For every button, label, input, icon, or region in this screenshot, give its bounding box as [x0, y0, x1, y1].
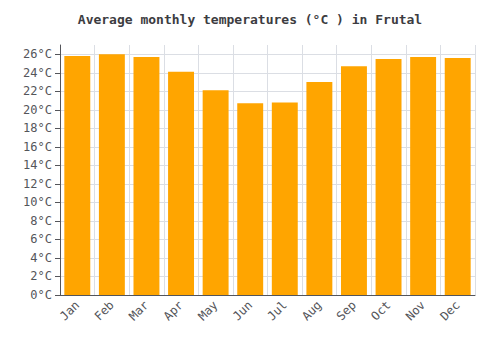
svg-text:4°C: 4°C: [30, 251, 52, 265]
svg-text:Oct: Oct: [368, 298, 393, 323]
svg-text:Jun: Jun: [230, 298, 255, 323]
svg-text:10°C: 10°C: [23, 195, 52, 209]
svg-text:Sep: Sep: [334, 298, 359, 323]
svg-text:6°C: 6°C: [30, 232, 52, 246]
svg-text:16°C: 16°C: [23, 140, 52, 154]
svg-text:Dec: Dec: [437, 298, 462, 323]
svg-text:2°C: 2°C: [30, 269, 52, 283]
svg-text:24°C: 24°C: [23, 66, 52, 80]
svg-text:Nov: Nov: [403, 298, 428, 323]
svg-text:Jan: Jan: [57, 298, 82, 323]
svg-text:20°C: 20°C: [23, 103, 52, 117]
svg-text:12°C: 12°C: [23, 177, 52, 191]
svg-text:Aug: Aug: [299, 298, 324, 323]
svg-text:0°C: 0°C: [30, 288, 52, 302]
svg-text:Apr: Apr: [161, 298, 186, 323]
svg-text:22°C: 22°C: [23, 84, 52, 98]
svg-text:18°C: 18°C: [23, 121, 52, 135]
svg-text:Mar: Mar: [126, 298, 151, 323]
svg-text:26°C: 26°C: [23, 47, 52, 61]
svg-text:Jul: Jul: [265, 298, 290, 323]
svg-text:14°C: 14°C: [23, 158, 52, 172]
svg-text:8°C: 8°C: [30, 214, 52, 228]
svg-text:May: May: [195, 298, 220, 323]
svg-text:Average monthly temperatures (: Average monthly temperatures (°C ) in Fr…: [78, 12, 422, 27]
svg-text:Feb: Feb: [92, 298, 117, 323]
